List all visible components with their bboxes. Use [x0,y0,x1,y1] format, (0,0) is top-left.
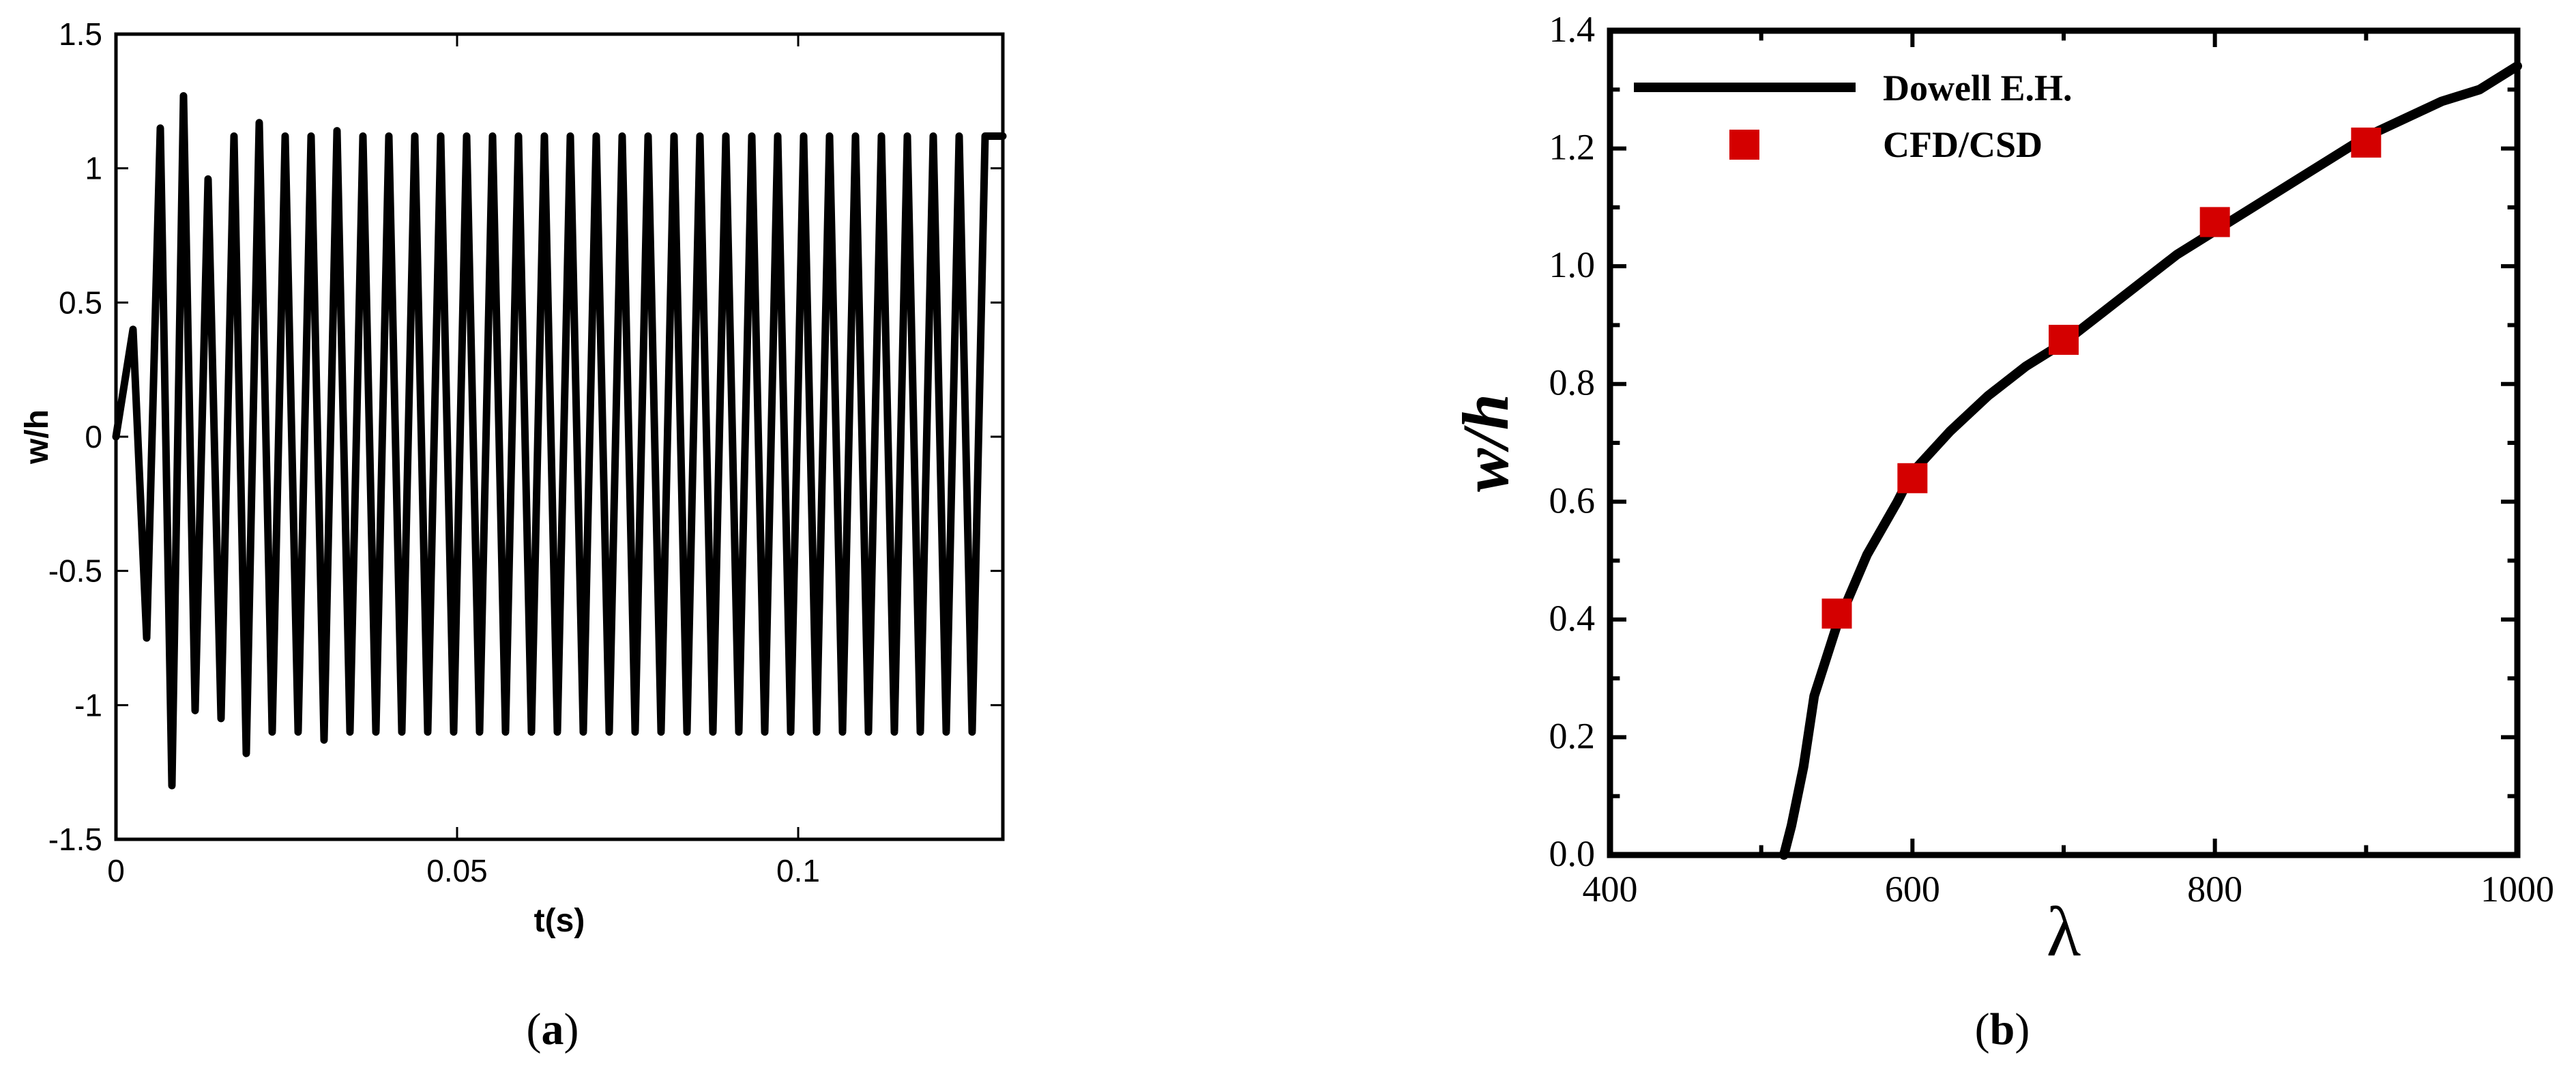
series-line-0 [112,92,1007,789]
y-tick-label: -1 [74,687,102,723]
x-tick-label: 1000 [2480,869,2554,910]
data-point-marker [1897,463,1928,493]
x-tick-label: 400 [1583,869,1638,910]
y-tick-label: -1.5 [48,822,102,857]
chart-b-legend: Dowell E.H. CFD/CSD [1634,68,2073,165]
legend-label-cfd: CFD/CSD [1883,124,2043,165]
series-line-0 [1779,61,2522,860]
chart-b-series [1779,61,2522,860]
y-tick-label: 1 [85,151,102,186]
x-tick-label: 600 [1885,869,1940,910]
y-tick-label: 1.5 [59,16,102,52]
chart-a-series [112,92,1007,789]
legend-label-dowell: Dowell E.H. [1883,68,2073,108]
chart-b-caption-letter: b [1990,1004,2015,1054]
y-tick-label: 0.8 [1549,362,1596,403]
chart-b: 400 600 800 1000 0.0 0.2 0.4 0.6 0.8 1.0 1.2 1.4 Do… [1449,9,2554,1054]
chart-a-caption-letter: a [542,1004,564,1054]
chart-b-ylabel: w/h [1449,394,1522,492]
y-tick-label: 0.0 [1549,833,1596,874]
legend-marker-swatch [1729,130,1759,160]
y-tick-label: 1.0 [1549,244,1596,285]
y-tick-label: 0.6 [1549,480,1596,521]
x-tick-label: 800 [2187,869,2242,910]
y-tick-label: 0.4 [1549,598,1596,639]
x-tick-label: 0 [107,853,125,888]
y-tick-label: 0.2 [1549,715,1596,756]
data-point-marker [2351,127,2382,158]
x-tick-label: 0.1 [776,853,820,888]
y-tick-label: 1.4 [1549,9,1596,50]
chart-a-ticks: 0 0.05 0.1 -1.5 -1 -0.5 0 0.5 1 1.5 [48,16,1003,888]
chart-b-xlabel: λ [2047,893,2081,971]
data-point-marker [1821,598,1852,629]
y-tick-label: 0 [85,419,102,454]
chart-b-caption: (b) [1975,1004,2030,1054]
y-tick-label: -0.5 [48,553,102,589]
chart-a-caption: (a) [527,1004,579,1054]
chart-b-ticks: 400 600 800 1000 0.0 0.2 0.4 0.6 0.8 1.0 1.2 1.4 [1549,9,2555,910]
x-tick-label: 0.05 [426,853,488,888]
y-tick-label: 1.2 [1549,127,1596,168]
y-tick-label: 0.5 [59,285,102,320]
chart-a-xlabel: t(s) [534,903,585,939]
chart-a: 0 0.05 0.1 -1.5 -1 -0.5 0 0.5 1 1.5 t(s) w/h (a) [19,16,1007,1054]
data-point-marker [2199,207,2230,237]
chart-a-ylabel: w/h [19,409,55,465]
data-point-marker [2049,325,2079,355]
